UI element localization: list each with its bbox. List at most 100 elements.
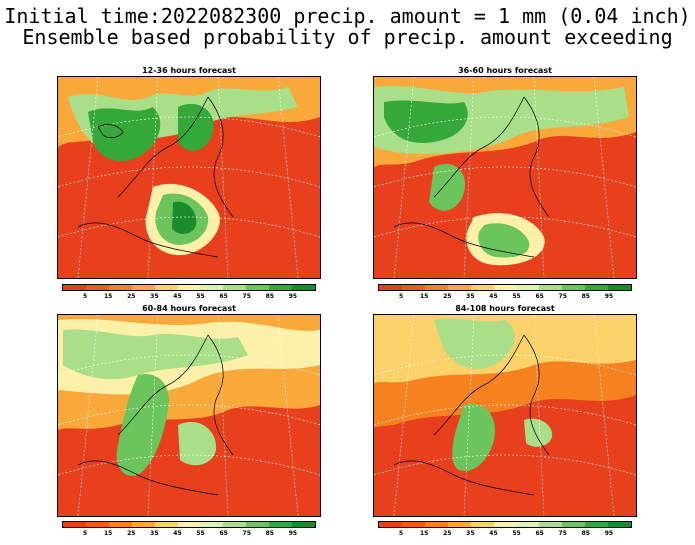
- colorbar-label: 75: [558, 293, 567, 300]
- colorbar-segment: [108, 522, 132, 527]
- colorbar-segment: [246, 522, 270, 527]
- colorbar-label: 5: [398, 293, 404, 300]
- colorbar-segment: [85, 285, 109, 290]
- colorbar-segment: [131, 285, 155, 290]
- colorbar-label: 25: [127, 530, 136, 537]
- colorbar-segment: [63, 285, 86, 290]
- colorbar-label: 35: [150, 530, 159, 537]
- colorbar-label: 85: [581, 530, 590, 537]
- colorbar-segment: [585, 522, 609, 527]
- colorbar-label: 35: [466, 530, 475, 537]
- colorbar-label: 15: [419, 530, 429, 537]
- colorbar-label: 5: [82, 530, 88, 537]
- forecast-panel-60-84: 60-84 hours forecast: [57, 304, 321, 519]
- colorbar-label: 45: [173, 293, 182, 300]
- colorbar-label: 85: [265, 293, 274, 300]
- colorbar-segment: [539, 522, 563, 527]
- colorbar-segment: [585, 285, 609, 290]
- colorbar-label: 75: [558, 530, 567, 537]
- colorbar-label: 35: [150, 293, 159, 300]
- colorbar-label: 35: [466, 293, 475, 300]
- colorbar-label: 25: [127, 293, 136, 300]
- colorbar-segment: [539, 285, 563, 290]
- colorbar-segment: [131, 522, 155, 527]
- colorbar-segment: [154, 522, 178, 527]
- colorbar-segment: [493, 285, 517, 290]
- colorbar-segment: [269, 522, 293, 527]
- colorbar-segment: [447, 285, 471, 290]
- colorbar-label: 65: [535, 293, 544, 300]
- probability-map: [57, 314, 321, 517]
- colorbar-bottom-left: 5 15 25 35 45 55 65 75 85 95: [62, 521, 316, 541]
- colorbar-label: 5: [398, 530, 404, 537]
- colorbar-segment: [246, 285, 270, 290]
- colorbar-segment: [63, 522, 86, 527]
- colorbar-label: 25: [443, 530, 452, 537]
- colorbar-segment: [470, 285, 494, 290]
- probability-map: [373, 76, 637, 279]
- colorbar-label: 45: [489, 293, 498, 300]
- colorbar-label: 65: [535, 530, 544, 537]
- colorbar-segment: [223, 522, 247, 527]
- colorbar-segment: [608, 522, 631, 527]
- colorbar-label: 55: [512, 293, 521, 300]
- colorbar-segment: [379, 285, 402, 290]
- colorbar-label: 85: [265, 530, 274, 537]
- colorbar-segment: [200, 285, 224, 290]
- forecast-panel-12-36: 12-36 hours forecast: [57, 66, 321, 281]
- colorbar-segment: [401, 285, 425, 290]
- colorbar-label: 95: [604, 530, 614, 537]
- colorbar-label: 15: [103, 530, 113, 537]
- colorbar-label: 55: [512, 530, 521, 537]
- colorbar-segment: [516, 285, 540, 290]
- forecast-panel-84-108: 84-108 hours forecast: [373, 304, 637, 519]
- colorbar-segment: [424, 522, 448, 527]
- colorbar-label: 95: [604, 293, 614, 300]
- panel-title: 36-60 hours forecast: [458, 66, 552, 75]
- colorbar-segment: [269, 285, 293, 290]
- colorbar-segment: [424, 285, 448, 290]
- probability-map: [373, 314, 637, 517]
- panel-title: 12-36 hours forecast: [142, 66, 236, 75]
- probability-map: [57, 76, 321, 279]
- colorbar-label: 15: [419, 293, 429, 300]
- colorbar-segment: [562, 285, 586, 290]
- colorbar-segment: [177, 522, 201, 527]
- colorbar-segment: [493, 522, 517, 527]
- panel-title: 60-84 hours forecast: [142, 304, 236, 313]
- colorbar-label: 65: [219, 530, 228, 537]
- colorbar-segment: [516, 522, 540, 527]
- colorbar-segment: [401, 522, 425, 527]
- colorbar-label: 55: [196, 530, 205, 537]
- colorbar-segment: [85, 522, 109, 527]
- colorbar-segment: [379, 522, 402, 527]
- colorbar-label: 95: [288, 530, 298, 537]
- colorbar-top-left: 5 15 25 35 45 55 65 75 85 95: [62, 284, 316, 304]
- colorbar-segment: [470, 522, 494, 527]
- colorbar-top-right: 5 15 25 35 45 55 65 75 85 95: [378, 284, 632, 304]
- colorbar-label: 75: [242, 293, 251, 300]
- chart-title-line-2: Ensemble based probability of precip. am…: [22, 25, 673, 49]
- colorbar-segment: [108, 285, 132, 290]
- colorbar-label: 15: [103, 293, 113, 300]
- colorbar-bottom-right: 5 15 25 35 45 55 65 75 85 95: [378, 521, 632, 541]
- colorbar-label: 95: [288, 293, 298, 300]
- colorbar-segment: [447, 522, 471, 527]
- colorbar-segment: [292, 522, 315, 527]
- colorbar-label: 75: [242, 530, 251, 537]
- panel-title: 84-108 hours forecast: [455, 304, 555, 313]
- colorbar-label: 85: [581, 293, 590, 300]
- colorbar-segment: [200, 522, 224, 527]
- colorbar-segment: [292, 285, 315, 290]
- colorbar-label: 55: [196, 293, 205, 300]
- colorbar-segment: [177, 285, 201, 290]
- colorbar-label: 65: [219, 293, 228, 300]
- colorbar-label: 45: [173, 530, 182, 537]
- colorbar-label: 45: [489, 530, 498, 537]
- forecast-panel-36-60: 36-60 hours forecast: [373, 66, 637, 281]
- colorbar-segment: [154, 285, 178, 290]
- colorbar-label: 5: [82, 293, 88, 300]
- colorbar-segment: [608, 285, 631, 290]
- colorbar-segment: [223, 285, 247, 290]
- chart-title-line-1: Initial time:2022082300 precip. amount =…: [4, 4, 691, 28]
